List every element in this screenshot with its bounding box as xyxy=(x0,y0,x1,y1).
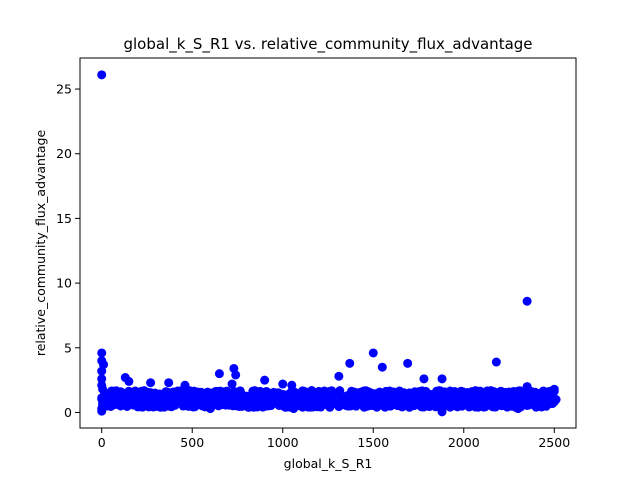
data-point xyxy=(164,378,174,388)
y-tick-label: 0 xyxy=(64,405,72,420)
data-point xyxy=(522,382,532,392)
data-point xyxy=(491,357,501,367)
data-point xyxy=(214,369,224,379)
data-point xyxy=(403,358,413,368)
data-point xyxy=(98,384,108,394)
data-point xyxy=(377,362,387,372)
data-point xyxy=(437,407,447,417)
data-point xyxy=(227,379,237,389)
y-tick-label: 20 xyxy=(56,146,72,161)
data-point xyxy=(260,375,270,385)
y-tick-label: 10 xyxy=(56,276,72,291)
data-point xyxy=(513,404,523,414)
data-point xyxy=(549,384,559,394)
x-tick-label: 2500 xyxy=(538,435,570,450)
y-axis-ticks: 0 5 10 15 20 25 xyxy=(56,82,80,420)
data-points xyxy=(97,70,561,417)
x-tick-label: 2000 xyxy=(448,435,480,450)
data-point xyxy=(231,370,241,380)
data-point xyxy=(345,358,355,368)
data-point xyxy=(522,296,532,306)
y-tick-label: 25 xyxy=(56,82,72,97)
x-tick-label: 500 xyxy=(180,435,204,450)
data-point xyxy=(278,379,288,389)
data-point xyxy=(437,374,447,384)
data-point xyxy=(98,401,108,411)
data-point xyxy=(97,374,107,384)
y-tick-label: 5 xyxy=(64,340,72,355)
y-tick-label: 15 xyxy=(56,211,72,226)
x-axis-label: global_k_S_R1 xyxy=(284,456,373,471)
data-point xyxy=(289,404,299,414)
data-point xyxy=(287,380,297,390)
data-point xyxy=(124,376,134,386)
data-point xyxy=(97,70,107,80)
data-point xyxy=(334,371,344,381)
data-point xyxy=(180,380,190,390)
data-point xyxy=(146,378,156,388)
data-point xyxy=(97,366,107,376)
x-axis-ticks: 0 500 1000 1500 2000 2500 xyxy=(98,428,570,450)
data-point xyxy=(368,348,378,358)
data-point xyxy=(404,402,414,412)
data-point xyxy=(551,395,561,405)
x-tick-label: 1000 xyxy=(267,435,299,450)
plot-frame xyxy=(79,57,577,429)
dense-point-band xyxy=(97,386,559,412)
chart-title: global_k_S_R1 vs. relative_community_flu… xyxy=(123,35,532,54)
band-point xyxy=(335,386,345,396)
y-axis-label: relative_community_flux_advantage xyxy=(33,130,48,357)
data-point xyxy=(97,348,107,358)
x-tick-label: 1500 xyxy=(357,435,389,450)
data-point xyxy=(205,404,215,414)
data-point xyxy=(419,374,429,384)
x-tick-label: 0 xyxy=(98,435,106,450)
